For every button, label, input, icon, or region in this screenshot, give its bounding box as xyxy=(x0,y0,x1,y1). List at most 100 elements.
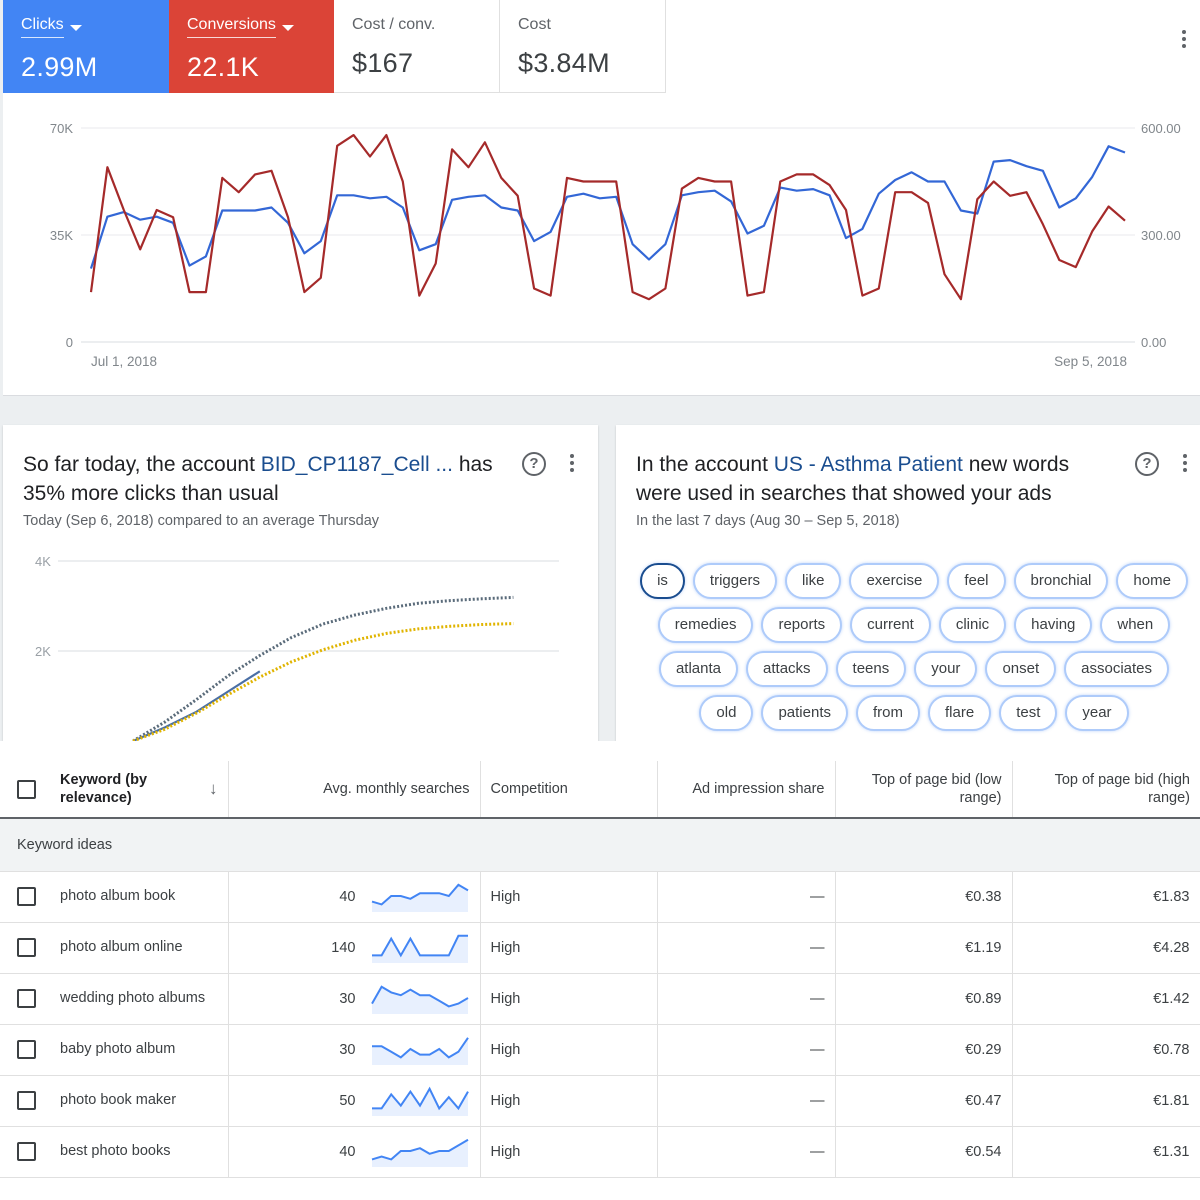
search-trend-sparkline[interactable] xyxy=(370,1035,470,1065)
row-checkbox[interactable] xyxy=(17,1091,36,1110)
keyword-text: photo book maker xyxy=(60,1092,177,1109)
sort-arrow-icon[interactable]: ↓ xyxy=(209,779,218,798)
sparkline-line xyxy=(371,1086,469,1110)
word-chip[interactable]: associates xyxy=(1064,651,1170,687)
y-right-tick-label: 600.00 xyxy=(1141,121,1181,136)
word-chips: is triggers like exercise feel bronchial home r… xyxy=(638,563,1190,739)
col-header-keyword[interactable]: Keyword (by relevance) xyxy=(60,772,148,806)
bid-high-value: €1.83 xyxy=(1012,871,1200,923)
impression-share-value: — xyxy=(657,1126,836,1178)
insight-subtitle: Today (Sep 6, 2018) compared to an avera… xyxy=(23,513,380,529)
search-trend-sparkline[interactable] xyxy=(370,984,470,1014)
row-checkbox[interactable] xyxy=(17,1040,36,1059)
section-label: Keyword ideas xyxy=(0,818,1200,872)
y-left-tick-label: 35K xyxy=(50,228,73,243)
table-row[interactable]: best photo books 40 High — €0.54 €1.31 xyxy=(0,1126,1200,1178)
word-chip[interactable]: patients xyxy=(761,695,848,731)
more-options-icon[interactable] xyxy=(569,454,575,472)
table-row[interactable]: photo album book 40 High — €0.38 €1.83 xyxy=(0,871,1200,923)
account-link[interactable]: US - Asthma Patient xyxy=(773,453,963,476)
competition-value: High xyxy=(480,973,658,1025)
word-chip[interactable]: flare xyxy=(928,695,992,731)
word-chip[interactable]: your xyxy=(914,651,978,687)
row-checkbox[interactable] xyxy=(17,1142,36,1161)
table-row[interactable]: wedding photo albums 30 High — €0.89 €1.42 xyxy=(0,973,1200,1025)
select-all-checkbox[interactable] xyxy=(17,779,36,799)
keyword-text: best photo books xyxy=(60,1143,171,1160)
impression-share-value: — xyxy=(657,871,836,923)
search-trend-sparkline[interactable] xyxy=(370,933,470,963)
metric-tab-clicks[interactable]: Clicks 2.99M xyxy=(3,0,169,93)
word-chip[interactable]: when xyxy=(1100,607,1171,643)
metric-tab-cost-per-conv[interactable]: Cost / conv. $167 xyxy=(334,0,500,93)
col-header-bid-low[interactable]: Top of page bid (low range) xyxy=(835,761,1013,819)
search-trend-sparkline[interactable] xyxy=(370,1086,470,1116)
keyword-text: photo album book xyxy=(60,888,176,905)
word-chip[interactable]: attacks xyxy=(746,651,828,687)
today-series-today xyxy=(132,670,261,741)
word-chip[interactable]: feel xyxy=(947,563,1006,599)
table-row[interactable]: photo book maker 50 High — €0.47 €1.81 xyxy=(0,1075,1200,1127)
word-chip[interactable]: year xyxy=(1065,695,1129,731)
word-chip[interactable]: having xyxy=(1014,607,1093,643)
search-trend-sparkline[interactable] xyxy=(370,882,470,912)
word-chip[interactable]: remedies xyxy=(657,607,754,643)
word-chip[interactable]: home xyxy=(1116,563,1188,599)
metric-label: Clicks xyxy=(21,16,64,38)
help-icon[interactable]: ? xyxy=(522,452,546,476)
dropdown-caret-icon[interactable] xyxy=(281,25,294,31)
word-chip[interactable]: from xyxy=(856,695,920,731)
word-chip[interactable]: atlanta xyxy=(658,651,739,687)
bid-low-value: €1.19 xyxy=(835,922,1013,974)
word-chip[interactable]: bronchial xyxy=(1013,563,1109,599)
word-chip[interactable]: reports xyxy=(761,607,843,643)
bid-high-value: €1.31 xyxy=(1012,1126,1200,1178)
col-header-competition[interactable]: Competition xyxy=(480,761,658,819)
word-chip[interactable]: like xyxy=(784,563,842,599)
bid-high-value: €1.81 xyxy=(1012,1075,1200,1127)
dropdown-caret-icon[interactable] xyxy=(69,25,82,31)
word-chip[interactable]: test xyxy=(999,695,1058,731)
table-row[interactable]: baby photo album 30 High — €0.29 €0.78 xyxy=(0,1024,1200,1076)
col-header-searches[interactable]: Avg. monthly searches xyxy=(228,761,481,819)
metric-value: 22.1K xyxy=(187,52,260,82)
today-clicks-chart: 4K 2K xyxy=(35,554,559,741)
competition-value: High xyxy=(480,1075,658,1127)
metric-label: Conversions xyxy=(187,16,276,38)
word-chip[interactable]: clinic xyxy=(938,607,1007,643)
row-checkbox[interactable] xyxy=(17,887,36,906)
metric-value: 2.99M xyxy=(21,52,98,82)
title-text: has 35% more clicks than usual xyxy=(23,453,493,505)
word-chip[interactable]: is xyxy=(640,563,685,599)
series-line-conversions xyxy=(89,133,1126,301)
table-row[interactable]: photo album online 140 High — €1.19 €4.28 xyxy=(0,922,1200,974)
word-chip[interactable]: onset xyxy=(985,651,1057,687)
col-header-bid-high[interactable]: Top of page bid (high range) xyxy=(1012,761,1200,819)
col-header-impression-share[interactable]: Ad impression share xyxy=(657,761,836,819)
word-chip[interactable]: teens xyxy=(835,651,907,687)
y-left-tick-label: 0 xyxy=(66,335,73,350)
word-chip[interactable]: exercise xyxy=(849,563,940,599)
today-series-average xyxy=(132,595,514,741)
word-chip[interactable]: current xyxy=(850,607,931,643)
chip-row: old patients from flare test year xyxy=(638,695,1190,731)
metric-tab-cost[interactable]: Cost $3.84M xyxy=(500,0,666,93)
y-tick-label: 4K xyxy=(35,554,51,569)
row-checkbox[interactable] xyxy=(17,989,36,1008)
impression-share-value: — xyxy=(657,1075,836,1127)
monthly-searches: 30 xyxy=(339,990,356,1007)
more-options-icon[interactable] xyxy=(1181,30,1187,48)
keyword-text: wedding photo albums xyxy=(60,990,206,1007)
word-chip[interactable]: triggers xyxy=(692,563,777,599)
metric-tab-conversions[interactable]: Conversions 22.1K xyxy=(169,0,334,93)
account-link[interactable]: BID_CP1187_Cell ... xyxy=(260,453,453,476)
word-chip[interactable]: old xyxy=(699,695,754,731)
monthly-searches: 140 xyxy=(331,939,356,956)
help-icon[interactable]: ? xyxy=(1135,452,1159,476)
bid-low-value: €0.38 xyxy=(835,871,1013,923)
search-trend-sparkline[interactable] xyxy=(370,1137,470,1167)
y-right-tick-label: 300.00 xyxy=(1141,228,1181,243)
more-options-icon[interactable] xyxy=(1182,454,1188,472)
row-checkbox[interactable] xyxy=(17,938,36,957)
